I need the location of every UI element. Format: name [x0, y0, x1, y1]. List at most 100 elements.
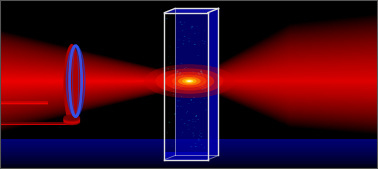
- Polygon shape: [195, 33, 378, 120]
- Bar: [164, 155, 208, 159]
- Ellipse shape: [185, 29, 186, 30]
- Polygon shape: [195, 64, 378, 95]
- Polygon shape: [195, 26, 378, 125]
- Bar: [0, 140, 378, 141]
- Ellipse shape: [176, 73, 177, 74]
- Bar: [164, 156, 208, 159]
- Ellipse shape: [204, 30, 205, 31]
- Bar: [164, 155, 208, 158]
- Polygon shape: [0, 68, 195, 95]
- Bar: [164, 155, 208, 159]
- Ellipse shape: [191, 28, 192, 29]
- Bar: [164, 154, 208, 157]
- Bar: [0, 101, 48, 103]
- Ellipse shape: [175, 76, 177, 78]
- Ellipse shape: [200, 78, 202, 79]
- Bar: [0, 122, 72, 124]
- Bar: [0, 101, 48, 103]
- Bar: [0, 102, 48, 104]
- Bar: [0, 123, 72, 124]
- Ellipse shape: [167, 68, 169, 69]
- Ellipse shape: [204, 91, 206, 92]
- Ellipse shape: [174, 113, 176, 114]
- Bar: [0, 143, 378, 144]
- Ellipse shape: [197, 83, 198, 84]
- Ellipse shape: [199, 84, 201, 85]
- Ellipse shape: [188, 103, 190, 104]
- Ellipse shape: [167, 94, 168, 95]
- Bar: [164, 153, 208, 156]
- Ellipse shape: [194, 81, 195, 82]
- Ellipse shape: [204, 98, 205, 99]
- Polygon shape: [195, 45, 378, 110]
- Ellipse shape: [179, 73, 181, 74]
- Ellipse shape: [201, 74, 203, 75]
- Ellipse shape: [197, 77, 198, 78]
- Bar: [164, 154, 208, 158]
- Ellipse shape: [194, 78, 196, 79]
- Ellipse shape: [172, 75, 206, 88]
- Ellipse shape: [193, 76, 194, 77]
- Ellipse shape: [180, 77, 182, 78]
- Bar: [0, 151, 378, 152]
- Bar: [0, 122, 72, 124]
- Bar: [0, 123, 72, 125]
- Ellipse shape: [194, 127, 195, 128]
- Polygon shape: [195, 71, 378, 89]
- Bar: [0, 123, 72, 124]
- Ellipse shape: [181, 24, 183, 25]
- Bar: [0, 148, 378, 149]
- Ellipse shape: [204, 84, 205, 85]
- Ellipse shape: [176, 73, 178, 74]
- Ellipse shape: [178, 74, 181, 75]
- Bar: [164, 154, 208, 158]
- Polygon shape: [195, 54, 378, 103]
- Polygon shape: [195, 78, 378, 83]
- Polygon shape: [195, 29, 378, 123]
- Ellipse shape: [177, 71, 178, 72]
- Ellipse shape: [64, 115, 80, 121]
- Ellipse shape: [175, 83, 178, 84]
- Polygon shape: [164, 8, 218, 13]
- Bar: [0, 146, 378, 147]
- Bar: [0, 122, 72, 124]
- Polygon shape: [208, 8, 218, 160]
- Ellipse shape: [193, 77, 195, 78]
- Ellipse shape: [176, 71, 178, 73]
- Ellipse shape: [200, 136, 202, 137]
- Ellipse shape: [177, 71, 178, 72]
- Bar: [0, 123, 72, 124]
- Bar: [0, 122, 72, 124]
- Ellipse shape: [196, 75, 198, 77]
- Polygon shape: [0, 77, 195, 85]
- Bar: [0, 102, 48, 104]
- Bar: [0, 123, 72, 125]
- Polygon shape: [195, 34, 378, 119]
- Ellipse shape: [192, 71, 194, 72]
- Ellipse shape: [199, 84, 201, 85]
- Polygon shape: [0, 63, 195, 99]
- Polygon shape: [195, 66, 378, 93]
- Ellipse shape: [192, 26, 194, 27]
- Ellipse shape: [168, 56, 169, 57]
- Ellipse shape: [198, 74, 200, 75]
- Ellipse shape: [199, 76, 201, 77]
- Bar: [0, 123, 72, 124]
- Polygon shape: [195, 74, 378, 87]
- Bar: [0, 123, 72, 125]
- Ellipse shape: [173, 68, 175, 69]
- Ellipse shape: [175, 76, 177, 78]
- Ellipse shape: [177, 71, 178, 73]
- Ellipse shape: [170, 84, 172, 85]
- Ellipse shape: [169, 122, 170, 123]
- Ellipse shape: [177, 78, 179, 79]
- Ellipse shape: [204, 87, 206, 89]
- Polygon shape: [195, 79, 378, 83]
- Ellipse shape: [173, 94, 174, 95]
- Polygon shape: [0, 46, 195, 116]
- Ellipse shape: [195, 116, 197, 117]
- Polygon shape: [0, 42, 195, 120]
- Polygon shape: [0, 36, 195, 126]
- Bar: [0, 123, 72, 125]
- Ellipse shape: [166, 18, 167, 19]
